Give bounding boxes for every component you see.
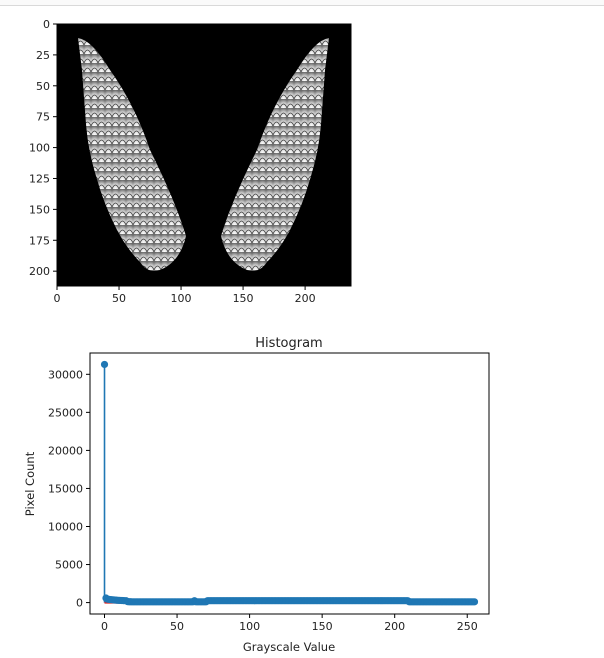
stem-marker [470,598,479,606]
image-y-tick-label: 150 [29,203,50,216]
image-axes: 0 25 50 75 100 125 150 175 200 0 50 100 150 200 [29,18,352,305]
histogram-x-tick-label: 0 [101,620,108,633]
image-y-tick-label: 0 [43,18,50,31]
histogram-x-tick-label: 150 [312,620,333,633]
histogram-y-ticks: 0 5000 10000 15000 20000 25000 30000 [48,368,90,610]
histogram-title: Histogram [255,336,322,351]
histogram-y-label: Pixel Count [23,451,37,516]
histogram-y-tick-label: 25000 [48,406,83,419]
image-x-tick-label: 200 [295,292,316,305]
image-x-tick-label: 150 [233,292,254,305]
histogram-x-tick-label: 50 [170,620,184,633]
image-y-tick-label: 100 [29,142,50,155]
histogram-x-tick-label: 250 [457,620,478,633]
image-x-tick-label: 50 [112,292,126,305]
cell-top-border [0,0,604,6]
histogram-y-tick-label: 30000 [48,368,83,381]
image-y-tick-label: 25 [36,49,50,62]
image-y-tick-label: 50 [36,80,50,93]
histogram-axes: Histogram 0 5000 10000 15000 20000 25000 30000… [23,336,490,654]
histogram-y-tick-label: 15000 [48,482,83,495]
histogram-x-tick-label: 100 [239,620,260,633]
image-x-ticks: 0 50 100 150 200 [54,286,316,305]
histogram-y-tick-label: 20000 [48,444,83,457]
histogram-y-tick-label: 10000 [48,520,83,533]
right-wing [221,38,329,271]
image-x-tick-label: 100 [171,292,192,305]
histogram-y-tick-label: 0 [76,597,83,610]
image-y-tick-label: 175 [29,234,50,247]
image-y-tick-label: 75 [36,111,50,124]
histogram-x-ticks: 0 50 100 150 200 250 [101,614,478,633]
image-frame [56,23,352,287]
histogram-plot-area [100,360,479,606]
left-wing [78,38,186,271]
image-y-tick-label: 125 [29,172,50,185]
stem-marker [100,360,109,369]
histogram-x-label: Grayscale Value [243,640,335,654]
histogram-frame [89,352,490,615]
image-x-tick-label: 0 [54,292,61,305]
image-y-ticks: 0 25 50 75 100 125 150 175 200 [29,18,57,278]
histogram-y-tick-label: 5000 [55,559,83,572]
histogram-x-tick-label: 200 [384,620,405,633]
image-y-tick-label: 200 [29,265,50,278]
